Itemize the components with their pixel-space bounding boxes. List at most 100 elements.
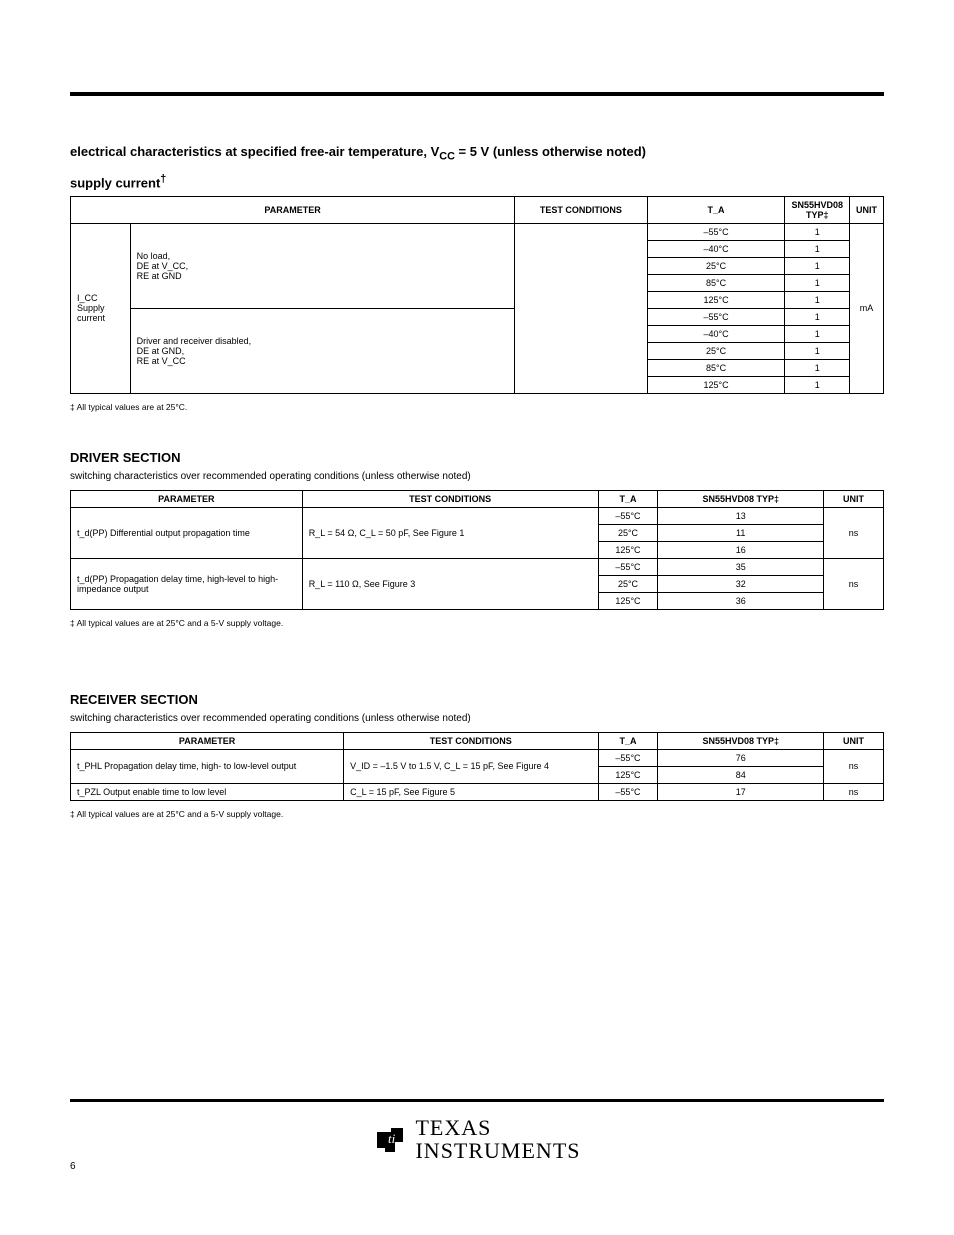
cond-line: No load,: [137, 251, 509, 261]
th-ta: T_A: [598, 732, 658, 749]
section1-title: electrical characteristics at specified …: [70, 144, 884, 163]
th-ta: T_A: [598, 490, 658, 507]
section1-footnote: ‡ All typical values are at 25°C.: [70, 402, 884, 412]
cell-ta: 25°C: [598, 575, 658, 592]
table-row: t_d(PP) Propagation delay time, high-lev…: [71, 558, 884, 575]
cell-unit: mA: [850, 223, 884, 393]
section3-footnote: ‡ All typical values are at 25°C and a 5…: [70, 809, 884, 819]
table-header-row: PARAMETER TEST CONDITIONS T_A SN55HVD08 …: [71, 196, 884, 223]
section1-title-main: electrical characteristics at specified …: [70, 144, 439, 159]
cell-cond: R_L = 54 Ω, C_L = 50 pF, See Figure 1: [302, 507, 598, 558]
cell-param: I_CC Supply current: [71, 223, 131, 393]
cell-typ: 17: [658, 783, 823, 800]
section1-subtitle: supply current†: [70, 173, 884, 190]
cell-ta: –55°C: [598, 749, 658, 766]
th-conditions: TEST CONDITIONS: [515, 196, 648, 223]
section2-footnote: ‡ All typical values are at 25°C and a 5…: [70, 618, 884, 628]
cell-unit: ns: [823, 507, 883, 558]
cond-line: RE at V_CC: [137, 356, 509, 366]
section3-subtitle: switching characteristics over recommend…: [70, 713, 884, 724]
cell-typ: 16: [658, 541, 823, 558]
th-unit: UNIT: [823, 490, 883, 507]
footer-logo-wrap: ti TEXAS INSTRUMENTS: [70, 1102, 884, 1162]
cell-ta: –55°C: [647, 223, 785, 240]
table-row: t_PHL Propagation delay time, high- to l…: [71, 749, 884, 766]
table-row: Driver and receiver disabled, DE at GND,…: [71, 308, 884, 325]
cell-typ: 1: [785, 325, 850, 342]
cell-ta: –55°C: [598, 507, 658, 524]
ti-logo-line2: INSTRUMENTS: [415, 1139, 580, 1162]
cell-typ: 35: [658, 558, 823, 575]
cell-ta: 25°C: [598, 524, 658, 541]
cell-ta: 85°C: [647, 274, 785, 291]
th-typ: SN55HVD08 TYP‡: [658, 490, 823, 507]
cell-cond: V_ID = –1.5 V to 1.5 V, C_L = 15 pF, See…: [344, 749, 598, 783]
cell-typ: 11: [658, 524, 823, 541]
cell-ta: 125°C: [647, 376, 785, 393]
th-typ: SN55HVD08 TYP‡: [785, 196, 850, 223]
datasheet-page: electrical characteristics at specified …: [0, 0, 954, 1192]
cell-ta: 125°C: [647, 291, 785, 308]
cell-param: t_PZL Output enable time to low level: [71, 783, 344, 800]
svg-text:ti: ti: [388, 1131, 396, 1146]
cell-typ: 1: [785, 376, 850, 393]
th-conditions: TEST CONDITIONS: [302, 490, 598, 507]
th-ta: T_A: [647, 196, 785, 223]
table-header-row: PARAMETER TEST CONDITIONS T_A SN55HVD08 …: [71, 732, 884, 749]
section3-title: RECEIVER SECTION: [70, 692, 884, 707]
cell-unit: ns: [823, 558, 883, 609]
cell-typ: 36: [658, 592, 823, 609]
th-parameter: PARAMETER: [71, 732, 344, 749]
cell-typ: 13: [658, 507, 823, 524]
cell-param: t_PHL Propagation delay time, high- to l…: [71, 749, 344, 783]
cell-ta: 25°C: [647, 342, 785, 359]
cell-typ: 76: [658, 749, 823, 766]
cell-ta: 25°C: [647, 257, 785, 274]
cell-ta: –40°C: [647, 240, 785, 257]
cell-param: t_d(PP) Propagation delay time, high-lev…: [71, 558, 303, 609]
th-parameter: PARAMETER: [71, 196, 515, 223]
cell-cond-disabled: Driver and receiver disabled, DE at GND,…: [130, 308, 515, 393]
cell-cond: C_L = 15 pF, See Figure 5: [344, 783, 598, 800]
supply-current-table: PARAMETER TEST CONDITIONS T_A SN55HVD08 …: [70, 196, 884, 394]
table-row: I_CC Supply current No load, DE at V_CC,…: [71, 223, 884, 240]
table-header-row: PARAMETER TEST CONDITIONS T_A SN55HVD08 …: [71, 490, 884, 507]
cell-ta: –55°C: [647, 308, 785, 325]
cell-typ: 1: [785, 240, 850, 257]
th-parameter: PARAMETER: [71, 490, 303, 507]
cell-typ: 84: [658, 766, 823, 783]
cell-unit: ns: [823, 749, 883, 783]
ti-chip-icon: ti: [373, 1122, 407, 1156]
cond-line: DE at GND,: [137, 346, 509, 356]
th-typ: SN55HVD08 TYP‡: [658, 732, 823, 749]
cell-typ: 1: [785, 342, 850, 359]
section1-subtitle-text: supply current: [70, 175, 160, 190]
section1-title-sub: CC: [439, 151, 455, 163]
cell-param: t_d(PP) Differential output propagation …: [71, 507, 303, 558]
receiver-switching-table: PARAMETER TEST CONDITIONS T_A SN55HVD08 …: [70, 732, 884, 801]
cell-ta: –55°C: [598, 783, 658, 800]
cell-typ: 1: [785, 359, 850, 376]
cell-cond: R_L = 110 Ω, See Figure 3: [302, 558, 598, 609]
cell-typ: 1: [785, 291, 850, 308]
cell-ta: 125°C: [598, 766, 658, 783]
section2-subtitle: switching characteristics over recommend…: [70, 471, 884, 482]
table-row: t_d(PP) Differential output propagation …: [71, 507, 884, 524]
cell-unit: ns: [823, 783, 883, 800]
cell-ta: 85°C: [647, 359, 785, 376]
cell-testcond-blank: [515, 223, 648, 393]
ti-logo-line1: TEXAS: [415, 1116, 580, 1139]
section2-title: DRIVER SECTION: [70, 450, 884, 465]
page-number: 6: [70, 1161, 76, 1172]
cell-typ: 1: [785, 257, 850, 274]
cell-typ: 1: [785, 274, 850, 291]
th-unit: UNIT: [823, 732, 883, 749]
cell-ta: –40°C: [647, 325, 785, 342]
cell-ta: 125°C: [598, 592, 658, 609]
cell-typ: 1: [785, 308, 850, 325]
cell-ta: –55°C: [598, 558, 658, 575]
cell-typ: 32: [658, 575, 823, 592]
cell-typ: 1: [785, 223, 850, 240]
header-rule: [70, 62, 884, 96]
cell-cond-enabled: No load, DE at V_CC, RE at GND: [130, 223, 515, 308]
